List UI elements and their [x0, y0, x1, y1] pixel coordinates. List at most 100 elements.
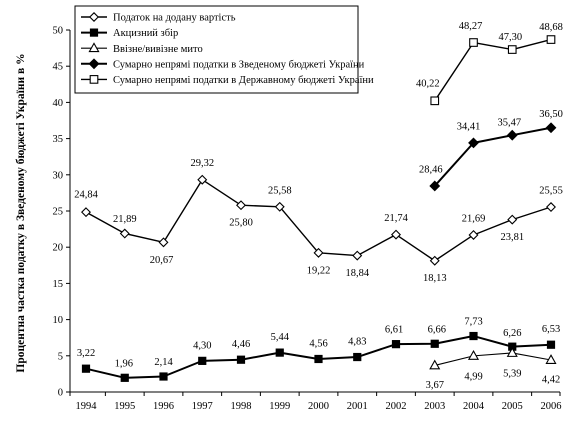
data-point: [545, 122, 557, 134]
legend-swatch-marker: [89, 75, 99, 84]
data-point: [429, 359, 441, 370]
y-tick-label: 35: [53, 134, 64, 145]
x-tick-label: 2006: [541, 401, 562, 412]
y-tick-label: 45: [53, 62, 64, 73]
data-label: 4,56: [309, 338, 327, 349]
data-point: [391, 229, 401, 240]
legend-label: Сумарно непрямі податки в Зведеному бюдж…: [113, 59, 365, 70]
data-point: [198, 356, 207, 365]
data-point: [469, 38, 478, 47]
legend-swatch-marker: [88, 58, 100, 70]
data-point: [429, 255, 440, 266]
data-label: 25,58: [268, 185, 292, 196]
data-point: [159, 372, 168, 381]
y-tick-label: 0: [58, 388, 63, 399]
data-label: 4,99: [464, 371, 482, 382]
data-label: 3,67: [426, 380, 444, 391]
data-point: [275, 348, 284, 357]
y-tick-label: 50: [53, 26, 64, 37]
data-label: 4,46: [232, 339, 250, 350]
data-labels: 24,84 21,89 20,67 29,32 25,80 25,58 19,22 18,84…: [74, 21, 563, 391]
data-point: [429, 180, 441, 192]
axes: 0 5 10 15 20 25 30 35 40 45 50 1994 1995 1996 1997 1998…: [53, 26, 562, 413]
x-tick-label: 2004: [463, 401, 485, 412]
series-2: [81, 331, 556, 382]
data-label: 6,26: [503, 328, 521, 339]
data-label: 21,89: [113, 214, 137, 225]
data-label: 40,22: [416, 78, 440, 89]
data-point: [353, 352, 362, 362]
y-axis-label: Процентна частка податку в Зведеному бюд…: [15, 53, 27, 372]
data-label: 24,84: [74, 190, 98, 201]
series-layer: [81, 35, 557, 382]
legend-item-4: Сумарно непрямі податки в Зведеному бюдж…: [81, 58, 365, 70]
data-point: [314, 354, 323, 364]
series-4: [429, 122, 557, 192]
series-line: [434, 38, 552, 102]
x-tick-label: 1996: [153, 401, 174, 412]
x-tick-label: 2001: [347, 401, 368, 412]
data-point: [81, 207, 91, 218]
data-point: [506, 347, 518, 357]
data-label: 25,55: [539, 186, 563, 197]
y-tick-label: 20: [53, 243, 64, 254]
data-point: [545, 354, 557, 364]
data-label: 18,13: [423, 273, 447, 284]
data-label: 21,74: [384, 213, 408, 224]
legend: Податок на додану вартість Акцизний збір В…: [74, 5, 374, 94]
data-point: [469, 331, 478, 341]
legend-label: Сумарно непрямі податки в Державному бюд…: [113, 75, 374, 86]
data-point: [546, 202, 556, 212]
series-5: [430, 35, 556, 106]
y-tick-label: 30: [53, 170, 64, 181]
data-label: 48,68: [539, 22, 563, 33]
series-3: [429, 347, 557, 370]
data-label: 7,73: [464, 317, 482, 328]
data-point: [507, 45, 517, 54]
data-point: [430, 339, 439, 348]
data-label: 18,84: [345, 268, 369, 279]
data-label: 25,80: [229, 218, 253, 229]
data-point: [197, 174, 208, 185]
data-label: 1,96: [115, 358, 133, 369]
x-tick-label: 2005: [502, 401, 523, 412]
data-label: 5,39: [503, 368, 521, 379]
data-label: 21,69: [462, 213, 486, 224]
x-tick-label: 1995: [114, 401, 135, 412]
x-tick-label: 2000: [308, 401, 329, 412]
legend-item-2: Акцизний збір: [81, 28, 178, 39]
data-label: 2,14: [154, 357, 173, 368]
x-tick-label: 1999: [269, 401, 290, 412]
data-point: [81, 364, 91, 373]
legend-box: [74, 5, 359, 94]
data-label: 28,46: [419, 164, 443, 175]
y-tick-label: 10: [53, 315, 64, 326]
legend-item-5: Сумарно непрямі податки в Державному бюд…: [81, 75, 374, 86]
data-point: [158, 237, 169, 248]
y-tick-label: 25: [53, 207, 64, 218]
data-point: [430, 96, 440, 106]
legend-label: Акцизний збір: [113, 28, 178, 39]
data-label: 20,67: [150, 255, 174, 266]
data-point: [468, 137, 479, 149]
legend-swatch-marker: [89, 28, 99, 37]
data-point: [120, 373, 129, 382]
legend-label: Податок на додану вартість: [113, 13, 236, 24]
legend-swatch-marker: [89, 12, 99, 22]
data-label: 4,42: [542, 374, 560, 385]
x-tick-label: 1997: [192, 401, 213, 412]
data-point: [546, 340, 556, 349]
x-tick-label: 2003: [424, 401, 445, 412]
x-tick-label: 1994: [76, 401, 98, 412]
data-label: 5,44: [271, 332, 290, 343]
x-tick-label: 1998: [231, 401, 252, 412]
x-tick-label: 2002: [386, 401, 407, 412]
legend-label: Ввізне/вивізне мито: [113, 44, 203, 55]
data-label: 48,27: [459, 21, 483, 32]
data-label: 19,22: [307, 265, 331, 276]
legend-item-3: Ввізне/вивізне мито: [81, 42, 203, 55]
data-point: [507, 214, 518, 225]
data-label: 6,53: [542, 324, 560, 335]
data-label: 4,83: [348, 337, 366, 348]
